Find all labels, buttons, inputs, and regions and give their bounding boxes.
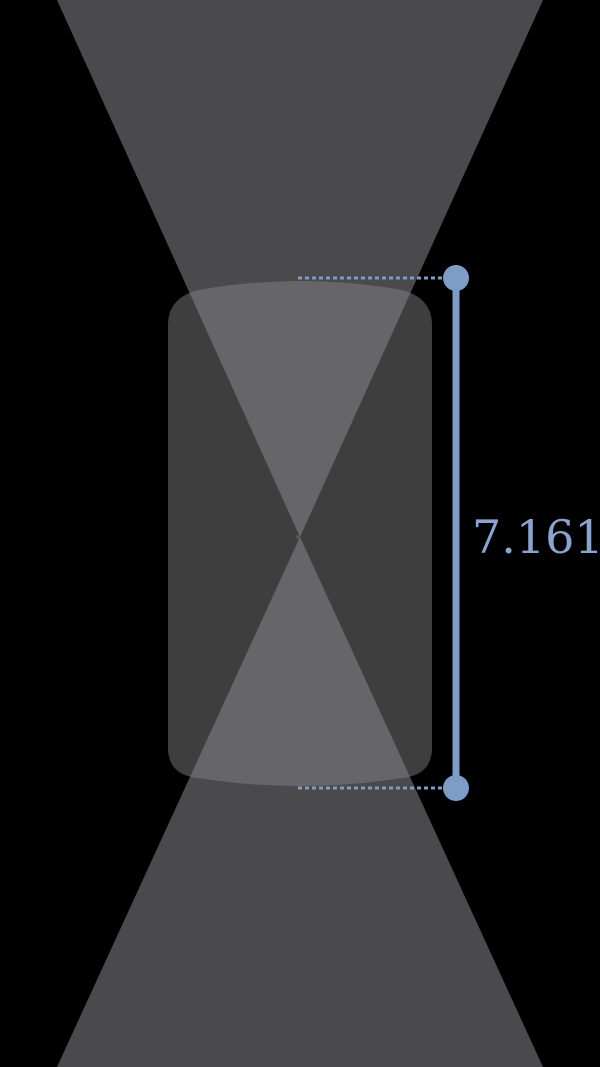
measure-bottom-handle[interactable] [443, 775, 469, 801]
measurement-indicator: 7.161 [298, 265, 600, 801]
rounded-lens-body [168, 281, 432, 786]
lower-light-cone [57, 537, 543, 1067]
measure-top-handle[interactable] [443, 265, 469, 291]
measure-value-label: 7.161 [472, 510, 600, 564]
upper-light-cone [57, 0, 543, 537]
focal-point [296, 535, 300, 539]
